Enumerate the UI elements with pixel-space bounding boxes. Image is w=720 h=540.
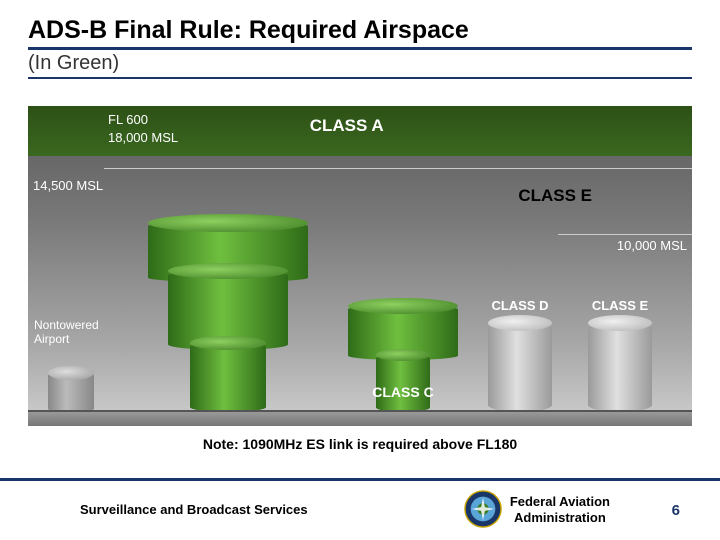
nontowered-label: Nontowered Airport	[34, 318, 99, 347]
faa-seal-icon	[464, 490, 502, 528]
class-e-sfc-body	[588, 322, 652, 412]
class-b-tier3-top	[190, 336, 266, 350]
slide-subtitle: (In Green)	[28, 52, 692, 75]
footer-agency: Federal Aviation Administration	[510, 494, 610, 525]
class-d-body	[488, 322, 552, 412]
class-e-sfc-cylinder: CLASS E	[588, 322, 652, 412]
airspace-diagram: FL 600 18,000 MSL CLASS A 14,500 MSL CLA…	[28, 106, 692, 426]
class-a-band: FL 600 18,000 MSL CLASS A	[28, 106, 692, 156]
class-b-tier3	[190, 342, 266, 412]
slide: ADS-B Final Rule: Required Airspace (In …	[0, 0, 720, 540]
ground	[28, 412, 692, 426]
msl-18000-label: 18,000 MSL	[108, 130, 178, 145]
note-text: Note: 1090MHz ES link is required above …	[0, 436, 720, 452]
class-c-tier2	[376, 354, 430, 412]
line-14500	[104, 168, 692, 169]
footer-service: Surveillance and Broadcast Services	[80, 502, 308, 517]
class-c-tier2-top	[376, 349, 430, 361]
seal-svg	[464, 490, 502, 528]
nontowered-cylinder	[48, 372, 94, 412]
subtitle-underline	[28, 77, 692, 79]
class-e-sfc-label: CLASS E	[592, 298, 648, 313]
fl600-label: FL 600	[108, 112, 148, 127]
class-d-top	[488, 315, 552, 331]
class-d-cylinder: CLASS D	[488, 322, 552, 412]
footer-divider	[0, 478, 720, 481]
msl-14500-label: 14,500 MSL	[33, 178, 103, 193]
footer-agency-line1: Federal Aviation	[510, 494, 610, 509]
slide-title: ADS-B Final Rule: Required Airspace	[28, 16, 692, 45]
class-d-label: CLASS D	[491, 298, 548, 313]
title-underline	[28, 47, 692, 50]
class-c-label: CLASS C	[372, 384, 433, 400]
class-a-label: CLASS A	[310, 116, 384, 136]
class-b-tier2-top	[168, 263, 288, 279]
nontowered-line1: Nontowered	[34, 318, 99, 332]
footer-agency-line2: Administration	[514, 510, 606, 525]
class-e-upper-label: CLASS E	[518, 186, 592, 206]
class-b-tier1-top	[148, 214, 308, 232]
msl-10000-label: 10,000 MSL	[617, 238, 687, 253]
nontowered-line2: Airport	[34, 332, 69, 346]
class-c-tier1-top	[348, 298, 458, 314]
line-10000	[558, 234, 692, 235]
title-area: ADS-B Final Rule: Required Airspace (In …	[0, 0, 720, 83]
nontowered-cyl-top	[48, 366, 94, 380]
page-number: 6	[672, 502, 680, 519]
class-e-sfc-top	[588, 315, 652, 331]
footer: Surveillance and Broadcast Services Fede…	[0, 478, 720, 540]
